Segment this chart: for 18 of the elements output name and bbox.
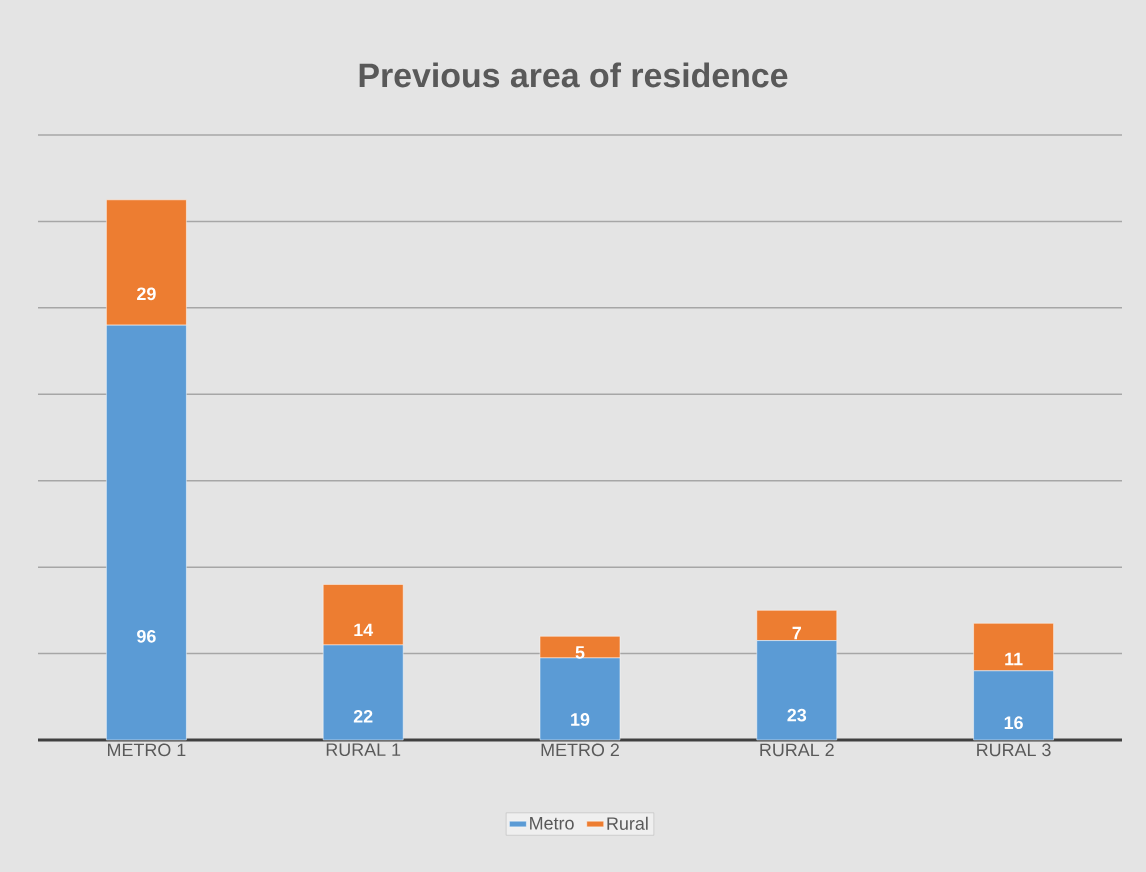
x-tick-label: RURAL 1 bbox=[326, 743, 401, 757]
data-label: 29 bbox=[137, 287, 156, 301]
chart-title: Previous area of residence bbox=[359, 62, 788, 88]
x-tick-label: METRO 1 bbox=[108, 743, 186, 757]
data-label: 19 bbox=[571, 713, 590, 726]
data-label: 22 bbox=[353, 709, 373, 723]
data-label: 11 bbox=[1005, 652, 1023, 666]
data-label: 96 bbox=[137, 629, 156, 643]
legend-label: Rural bbox=[607, 816, 648, 830]
data-label: 16 bbox=[1004, 716, 1023, 730]
x-tick-label: RURAL 2 bbox=[760, 743, 834, 757]
data-label: 7 bbox=[792, 626, 801, 640]
data-label: 23 bbox=[787, 708, 807, 722]
x-tick-label: METRO 2 bbox=[541, 743, 619, 757]
legend-label: Metro bbox=[530, 817, 574, 830]
x-tick-label: RURAL 3 bbox=[977, 743, 1051, 757]
data-label: 14 bbox=[354, 623, 374, 636]
data-label: 5 bbox=[575, 646, 585, 659]
